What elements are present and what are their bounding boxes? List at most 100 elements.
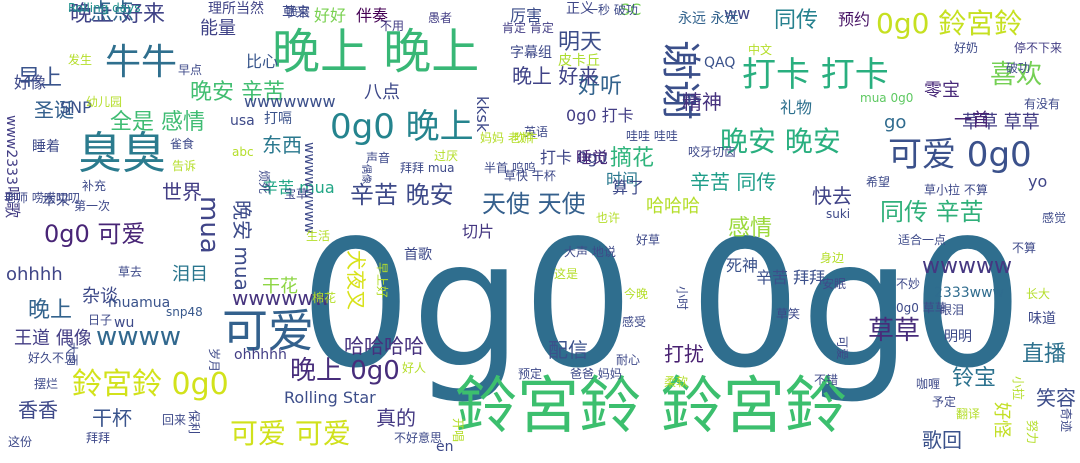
cloud-word: 过厌	[434, 149, 459, 163]
cloud-word: 生活	[306, 229, 331, 243]
cloud-word: 杂谈	[82, 286, 118, 307]
cloud-word: 切片	[462, 222, 495, 241]
cloud-word: abc	[232, 145, 254, 159]
cloud-word: 喷宫	[286, 5, 311, 19]
cloud-word: 破功	[1006, 61, 1031, 75]
cloud-word: ww	[724, 4, 751, 23]
cloud-word: 圣诞	[34, 98, 74, 122]
cloud-word: 王道 偶像	[14, 328, 92, 349]
cloud-word: 正义	[566, 1, 594, 17]
cloud-word: www2333	[3, 115, 19, 185]
cloud-word: wwwwwww	[244, 92, 336, 111]
cloud-word: 臭臭	[78, 128, 166, 179]
cloud-word: 幼儿园	[86, 95, 123, 109]
cloud-word: wwww	[96, 322, 182, 352]
cloud-word: 本来	[42, 193, 70, 209]
cloud-word: 半首 呜呜	[484, 161, 536, 175]
cloud-word: 好草	[636, 233, 661, 247]
cloud-word: 长大	[1026, 287, 1051, 301]
cloud-word: 能量	[200, 18, 236, 39]
cloud-word: 0g0 可爱	[44, 220, 146, 248]
cloud-word: ohhhh	[6, 264, 63, 285]
cloud-word: 犬夜叉	[344, 250, 368, 310]
cloud-word: 永远 永远	[678, 11, 739, 27]
cloud-word: wwwww	[922, 254, 1012, 279]
cloud-word: SNP	[60, 98, 92, 117]
cloud-word: 身边	[820, 251, 845, 265]
cloud-word: 翻译	[956, 407, 981, 421]
cloud-word: 2333www	[934, 285, 1004, 301]
cloud-word: 晚安 mua	[230, 200, 254, 291]
cloud-word: 大雨	[65, 342, 79, 367]
cloud-word: 晚安 辛苦	[190, 80, 285, 105]
cloud-word: 爸爸 妈妈	[570, 367, 622, 381]
cloud-word: 拜拜 mua	[400, 161, 455, 175]
cloud-word: en	[436, 439, 454, 455]
cloud-word: 宝草	[284, 187, 309, 201]
cloud-word: 晚上 好来	[512, 64, 599, 88]
cloud-word: go	[884, 112, 907, 133]
cloud-word: 打嗝	[264, 111, 292, 127]
cloud-word: 辛苦 晚安	[350, 181, 454, 209]
cloud-word: 日子	[88, 313, 113, 327]
cloud-word: 鈴宮鈴 鈴宮鈴	[455, 369, 847, 442]
cloud-word: 0g0 草草	[896, 301, 947, 315]
cloud-word: 笑容	[1036, 386, 1076, 410]
cloud-word: Rolling Star	[284, 388, 376, 407]
cloud-word: 世界	[162, 180, 202, 204]
cloud-word: 好像	[14, 73, 47, 92]
cloud-word: 死神	[726, 256, 759, 275]
cloud-word: 晚上 0g0	[290, 356, 400, 386]
cloud-word: 岁月	[207, 348, 221, 373]
cloud-word: 拜拜	[86, 431, 111, 445]
cloud-word: mua 0g0	[860, 91, 914, 105]
cloud-word: 精神	[682, 90, 722, 114]
cloud-word: 泪目	[172, 264, 208, 285]
cloud-word: 停不下来	[1014, 41, 1063, 55]
cloud-word: 回来	[162, 413, 187, 427]
cloud-word: 晚上 好来	[70, 2, 165, 27]
cloud-word: 好听	[578, 74, 623, 99]
cloud-word: 小时	[675, 286, 689, 311]
cloud-word: 耐心	[616, 353, 641, 367]
cloud-word: 吹牛	[514, 131, 539, 145]
cloud-word: 予定	[932, 395, 957, 409]
cloud-word: 打卡 0g0	[540, 148, 608, 167]
cloud-word: 肯定 肯定	[502, 21, 554, 35]
cloud-word: 哇哇 哇哇	[626, 129, 678, 143]
cloud-word: 辛苦 同传	[690, 170, 777, 194]
cloud-word: 打扰	[664, 342, 704, 366]
cloud-word: 好人	[402, 361, 427, 375]
cloud-word: 皮卡丘	[558, 53, 600, 69]
cloud-word: 铃宝	[952, 366, 997, 391]
cloud-word: 打卡 打卡	[742, 55, 889, 95]
cloud-word: 晚安 晚安	[720, 125, 841, 158]
cloud-word: 有没有	[1024, 97, 1061, 111]
cloud-word: 东西	[262, 133, 302, 157]
cloud-word: 小拉	[1011, 376, 1025, 401]
cloud-word: 快去	[812, 184, 852, 208]
cloud-word: 伴奏	[356, 6, 389, 25]
cloud-word: 补充	[82, 179, 107, 193]
cloud-word: usa	[230, 113, 255, 129]
cloud-word: 一首	[954, 110, 990, 131]
cloud-word: 厉害	[510, 6, 543, 25]
cloud-word: 奇迹	[1059, 408, 1073, 433]
cloud-word: 告诉	[172, 159, 197, 173]
cloud-word: wwwwww	[232, 286, 331, 310]
cloud-word: 可爱	[222, 304, 314, 358]
cloud-word: 眼泪	[940, 303, 965, 317]
cloud-word: 草来	[282, 5, 310, 21]
cloud-word: 一秒 破功	[586, 3, 638, 17]
cloud-word: 妈妈 老师	[480, 131, 532, 145]
cloud-word: 草笑	[776, 307, 801, 321]
cloud-word: 这是	[554, 267, 579, 281]
cloud-word: 配信	[548, 338, 588, 362]
cloud-word: 草小拉 不算	[924, 183, 988, 197]
cloud-word: 0g0 0g0	[300, 204, 1024, 407]
cloud-word: 希望	[866, 175, 891, 189]
cloud-word: 可爱 可爱	[230, 417, 351, 450]
cloud-word: 时间	[606, 170, 639, 189]
cloud-word: 开唱	[451, 418, 465, 443]
cloud-word: wu	[114, 315, 135, 331]
